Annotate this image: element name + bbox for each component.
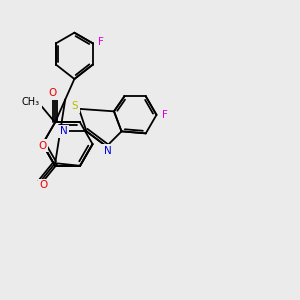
- Text: F: F: [98, 37, 104, 47]
- Text: N: N: [60, 126, 68, 136]
- Text: O: O: [40, 180, 48, 190]
- Text: O: O: [48, 88, 56, 98]
- Text: CH₃: CH₃: [22, 98, 40, 107]
- Text: O: O: [38, 141, 47, 151]
- Text: F: F: [162, 110, 168, 120]
- Text: N: N: [104, 146, 112, 156]
- Text: S: S: [71, 101, 78, 111]
